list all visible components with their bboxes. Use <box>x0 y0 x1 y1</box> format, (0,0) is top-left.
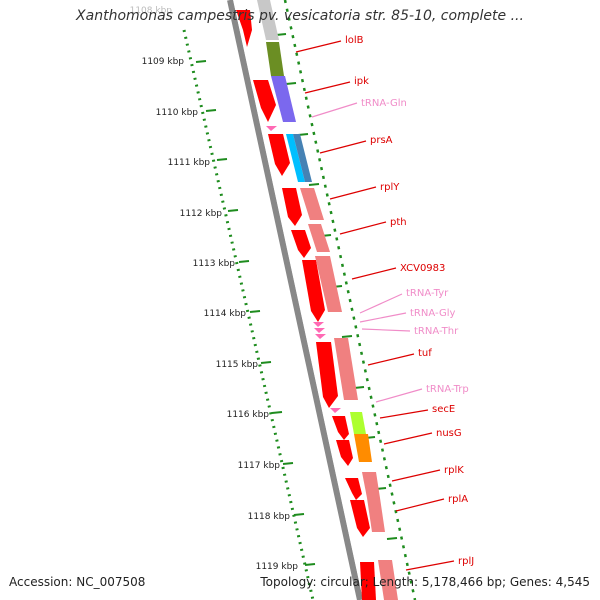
tick-label: 1109 kbp <box>142 57 185 67</box>
tick-label: 1108 kbp <box>130 6 173 16</box>
cds-arrow <box>236 10 252 47</box>
cds-box <box>286 134 305 182</box>
cds-arrow <box>291 230 311 258</box>
tick-labels: 1108 kbp 1109 kbp 1110 kbp 1111 kbp 1112… <box>130 6 299 572</box>
genome-summary-text: Topology: circular; Length: 5,178,466 bp… <box>260 575 590 589</box>
cds-box <box>378 560 398 600</box>
tick-label: 1113 kbp <box>193 259 236 269</box>
gene-labels: lolB ipk tRNA-Gln prsA rplY pth XCV0983 … <box>345 35 474 567</box>
leader-lines <box>295 40 455 571</box>
gene-label-secE: secE <box>432 404 455 415</box>
tick-label: 1117 kbp <box>238 461 281 471</box>
inner-track-features <box>236 10 376 600</box>
tick-label: 1114 kbp <box>204 309 247 319</box>
tick-label: 1115 kbp <box>216 360 259 370</box>
cds-box <box>367 498 385 532</box>
gene-label-prsA: prsA <box>370 135 393 146</box>
cds-arrow <box>316 342 338 408</box>
gene-label-rplA: rplA <box>448 494 468 505</box>
tick-label: 1118 kbp <box>248 512 291 522</box>
tick-label: 1111 kbp <box>168 158 211 168</box>
backbone-line <box>227 0 365 600</box>
cds-box <box>300 188 324 220</box>
gene-label-trna-tyr: tRNA-Tyr <box>406 288 449 299</box>
cds-arrow <box>345 478 362 500</box>
gene-label-lolB: lolB <box>345 35 364 46</box>
tick-label: 1112 kbp <box>180 209 223 219</box>
gene-label-nusG: nusG <box>436 428 462 439</box>
trna-marker <box>330 408 341 413</box>
page-title: Xanthomonas campestris pv. vesicatoria s… <box>76 8 524 24</box>
cds-box <box>350 412 366 434</box>
cds-box <box>308 224 330 252</box>
cds-arrow <box>336 440 353 466</box>
cds-box <box>257 0 279 40</box>
accession-text: Accession: NC_007508 <box>9 575 146 589</box>
trna-marker <box>266 126 277 131</box>
trna-marker <box>314 328 325 333</box>
cds-box <box>334 338 358 400</box>
gene-label-trna-gln: tRNA-Gln <box>361 98 407 109</box>
cds-arrow <box>268 134 290 176</box>
cds-arrow <box>282 188 302 226</box>
gene-label-trna-trp: tRNA-Trp <box>426 384 469 395</box>
cds-box <box>354 434 372 462</box>
cds-box <box>315 256 342 312</box>
cds-box <box>266 42 284 76</box>
gene-label-trna-gly: tRNA-Gly <box>410 308 455 319</box>
cds-arrow <box>360 562 376 600</box>
cds-arrow <box>253 80 276 122</box>
cds-box <box>271 76 296 122</box>
tick-label: 1116 kbp <box>227 410 270 420</box>
cds-arrow <box>332 416 349 440</box>
cds-arrow <box>350 500 370 537</box>
trna-marker <box>315 334 326 339</box>
outer-track-features <box>257 0 398 600</box>
gene-label-trna-thr: tRNA-Thr <box>414 326 459 337</box>
cds-box <box>293 134 312 182</box>
trna-marker <box>313 322 324 327</box>
cds-arrow <box>302 260 325 322</box>
gene-label-ipk: ipk <box>354 76 369 87</box>
outer-track-line <box>283 0 417 600</box>
tick-label: 1110 kbp <box>156 108 199 118</box>
gene-label-rplJ: rplJ <box>458 556 474 567</box>
gene-label-xcv0983: XCV0983 <box>400 263 445 274</box>
cds-box <box>362 472 380 498</box>
gene-label-pth: pth <box>390 217 407 228</box>
gene-label-rplK: rplK <box>444 465 464 476</box>
gene-label-tuf: tuf <box>418 348 432 359</box>
gene-label-rplY: rplY <box>380 182 400 193</box>
tick-label: 1119 kbp <box>256 562 299 572</box>
